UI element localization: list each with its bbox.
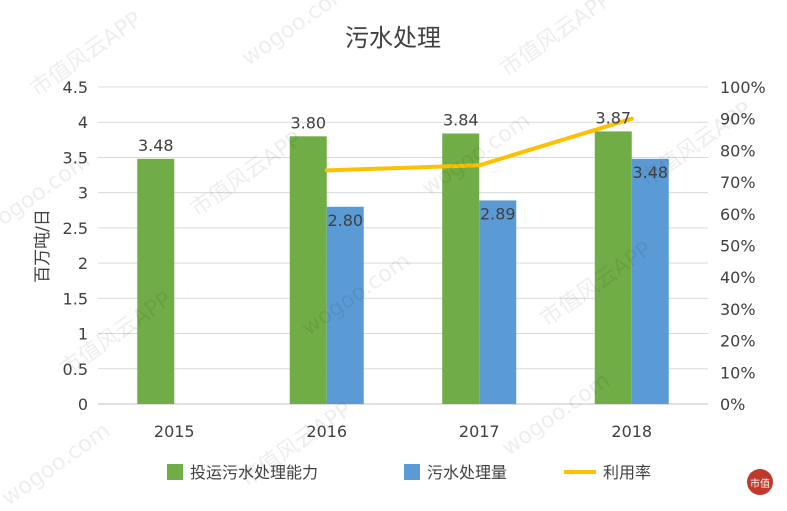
y2-tick-label: 80% [720,141,756,160]
utilization-line-path [324,116,634,173]
y-axis-label: 百万吨/日 [33,209,53,283]
watermark-text: 市值风云APP [186,127,306,222]
y2-tick-label: 10% [720,363,756,382]
data-label: 3.87 [595,108,631,127]
x-tick-label: 2015 [154,422,195,441]
y2-axis-ticks: 0% 10% 20% 30% 40% 50% 60% 70% 80% 90% 100% [720,78,766,414]
logo-icon [747,469,773,495]
data-label: 2.89 [480,204,516,223]
y2-tick-label: 20% [720,332,756,351]
y2-tick-label: 100% [720,78,766,97]
x-axis-ticks: 2015 2016 2017 2018 [154,422,652,441]
watermark-text: wogoo.com [0,418,115,507]
data-label: 3.80 [290,113,326,132]
y2-tick-label: 60% [720,205,756,224]
capacity-bar [442,133,480,404]
data-label: 2.80 [327,211,363,230]
y2-tick-label: 30% [720,300,756,319]
legend-label: 污水处理量 [427,463,507,482]
x-tick-label: 2018 [611,422,652,441]
watermark-text: 市值风云APP [496,0,616,82]
y2-tick-label: 0% [720,395,745,414]
y-tick-label: 0.5 [63,360,88,379]
y-tick-label: 2 [78,254,88,273]
y2-tick-label: 50% [720,237,756,256]
bars [137,131,669,405]
y-tick-label: 2.5 [63,219,88,238]
y-tick-label: 3 [78,184,88,203]
data-labels: 3.48 3.80 2.80 3.84 2.89 3.87 3.48 [138,108,668,229]
y-tick-label: 4.5 [63,78,88,97]
volume-bar [631,158,669,404]
legend-label: 投运污水处理能力 [190,463,318,482]
gridlines [98,86,708,405]
y2-tick-label: 90% [720,110,756,129]
y-tick-label: 4 [78,113,88,132]
utilization-line [324,116,634,173]
legend-label: 利用率 [603,463,651,482]
volume-bar [326,206,364,404]
y-tick-label: 1.5 [63,289,88,308]
legend: 投运污水处理能力 污水处理量 利用率 [167,463,651,482]
x-tick-label: 2016 [306,422,347,441]
data-label: 3.48 [632,163,668,182]
legend-swatch [404,464,420,480]
capacity-bar [289,136,327,405]
y-axis-ticks: 0 0.5 1 1.5 2 2.5 3 3.5 4 4.5 [63,78,88,414]
x-tick-label: 2017 [459,422,500,441]
y-tick-label: 0 [78,395,88,414]
watermark-text: wogoo.com [238,0,356,71]
data-label: 3.84 [443,110,479,129]
y-tick-label: 3.5 [63,148,88,167]
volume-bar [479,200,517,404]
data-label: 3.48 [138,136,174,155]
chart-title: 污水处理 [345,24,441,52]
capacity-bar [594,131,632,404]
capacity-bar [137,158,175,404]
y2-tick-label: 40% [720,268,756,287]
logo-text: 市值 [750,477,770,490]
y-tick-label: 1 [78,325,88,344]
y2-tick-label: 70% [720,173,756,192]
legend-swatch [167,464,183,480]
